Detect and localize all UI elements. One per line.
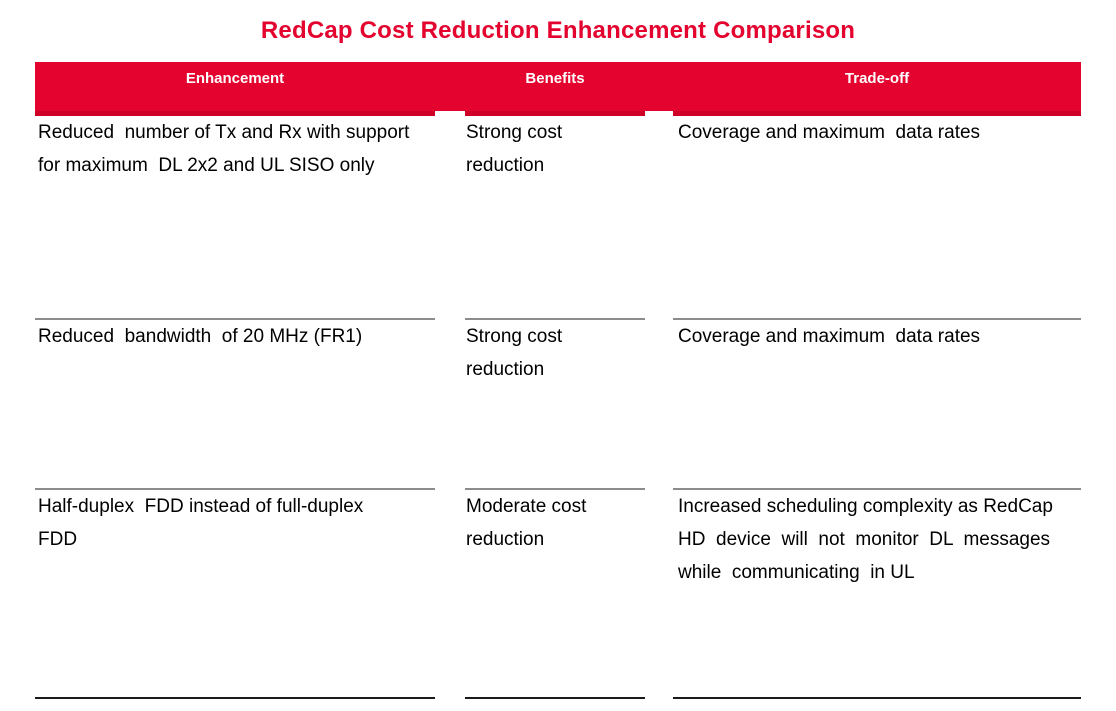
header-gutter (645, 62, 673, 111)
column-header-enhancement: Enhancement (185, 70, 285, 87)
cell-benefits: Strong cost reduction (466, 122, 563, 176)
column-header-benefits: Benefits (525, 70, 585, 87)
header-underline-segment (35, 111, 435, 116)
bottom-border-segment (35, 697, 435, 699)
column-gutter (435, 116, 465, 318)
table-header-row: Enhancement Benefits Trade-off (35, 62, 1081, 111)
table-row: Half-duplex FDD instead of full-duplex F… (35, 488, 1081, 697)
cell-enhancement: Half-duplex FDD instead of full-duplex F… (35, 488, 435, 697)
cell-tradeoff: Increased scheduling complexity as RedCa… (673, 488, 1081, 697)
cell-enhancement: Reduced bandwidth of 20 MHz (FR1) (35, 318, 435, 488)
header-underline (35, 111, 1081, 116)
table-row: Reduced number of Tx and Rx with support… (35, 116, 1081, 318)
header-underline-segment (673, 111, 1081, 116)
column-gutter (435, 488, 465, 697)
page-title: RedCap Cost Reduction Enhancement Compar… (260, 17, 856, 44)
header-underline-segment (465, 111, 645, 116)
cell-enhancement: Reduced number of Tx and Rx with support… (38, 122, 410, 176)
bottom-border-segment (673, 697, 1081, 699)
column-header-tradeoff: Trade-off (844, 70, 910, 87)
header-underline-gap (435, 111, 465, 116)
cell-benefits: Moderate cost reduction (465, 488, 645, 697)
bottom-border-gap (435, 697, 465, 699)
cell-tradeoff: Coverage and maximum data rates (673, 318, 1081, 488)
header-underline-gap (645, 111, 673, 116)
table-bottom-border (35, 697, 1081, 699)
bottom-border-segment (465, 697, 645, 699)
column-gutter (645, 318, 673, 488)
column-gutter (435, 318, 465, 488)
comparison-table: Enhancement Benefits Trade-off Reduced n… (35, 62, 1081, 699)
column-gutter (645, 116, 673, 318)
column-gutter (645, 488, 673, 697)
cell-benefits: Strong cost reduction (465, 318, 645, 488)
header-gutter (435, 62, 465, 111)
table-row: Reduced bandwidth of 20 MHz (FR1) Strong… (35, 318, 1081, 488)
cell-tradeoff: Coverage and maximum data rates (678, 122, 981, 143)
bottom-border-gap (645, 697, 673, 699)
